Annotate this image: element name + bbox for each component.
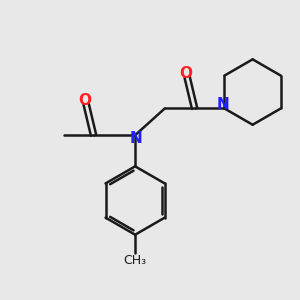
Text: O: O (179, 66, 192, 81)
Text: N: N (129, 131, 142, 146)
Text: N: N (216, 97, 229, 112)
Text: CH₃: CH₃ (124, 254, 147, 267)
Text: O: O (78, 93, 91, 108)
